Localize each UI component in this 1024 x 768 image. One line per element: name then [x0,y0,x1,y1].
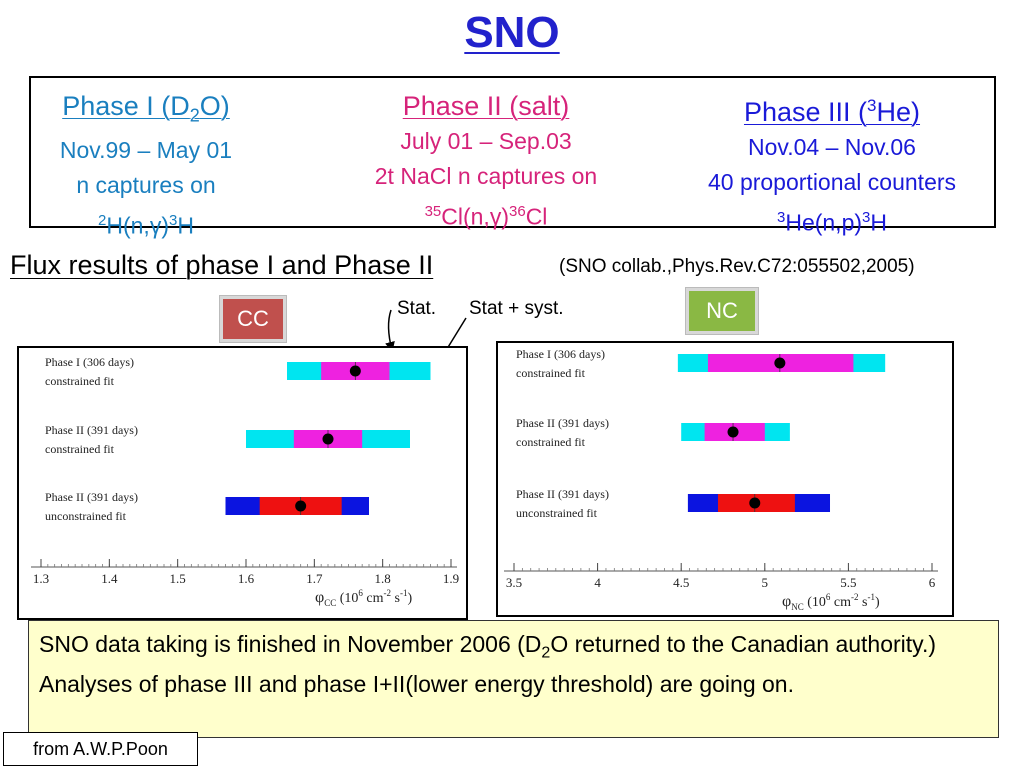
stat-annotation: Stat. [397,298,437,319]
central-value-point [322,433,334,445]
phase-1-method: n captures on [76,172,216,199]
central-value-point [727,426,739,438]
x-tick-label: 1.7 [306,571,323,586]
phase-2-column: Phase II (salt) July 01 – Sep.03 2t NaCl… [326,88,646,235]
stat-syst-annotation: Stat + syst. [469,298,564,319]
row-label-phase: Phase II (391 days) [45,490,138,504]
row-label-phase: Phase II (391 days) [516,487,609,501]
x-tick-label: 1.4 [101,571,118,586]
credit-label: from A.W.P.Poon [3,732,198,766]
x-axis-title: φCC (106 cm-2 s-1) [315,588,412,608]
row-label-fit: unconstrained fit [516,506,598,520]
slide-title: SNO [464,8,560,57]
x-tick-label: 4 [594,575,601,590]
phase-2-method: 2t NaCl n captures on [374,163,598,189]
x-tick-label: 1.9 [443,571,459,586]
row-label-fit: constrained fit [516,435,586,449]
phase-1-title: Phase I (D2O) [62,91,230,126]
phase-3-method: 40 proportional counters [707,169,957,195]
x-axis-title: φNC (106 cm-2 s-1) [782,592,880,612]
row-label-fit: constrained fit [516,366,586,380]
phase-3-reaction: 3He(n,p)3H [776,209,887,236]
reference-citation: (SNO collab.,Phys.Rev.C72:055502,2005) [559,256,915,277]
x-tick-label: 1.8 [375,571,391,586]
phase-3-title: Phase III (3He) [743,96,921,127]
phase-1-reaction: 2H(n,γ)3H [98,212,194,240]
row-label-fit: constrained fit [45,374,115,388]
x-tick-label: 5 [762,575,769,590]
x-tick-label: 1.5 [170,571,186,586]
stat-arrow [385,309,395,352]
row-label-phase: Phase I (306 days) [45,355,134,369]
nc-flux-chart: 3.5 4 4.5 5 5.5 6 φNC (106 cm-2 s-1) Phase I (3… [504,347,938,612]
central-value-point [295,500,307,512]
x-tick-label: 6 [929,575,936,590]
row-label-fit: constrained fit [45,442,115,456]
phase-3-dates: Nov.04 – Nov.06 [748,134,916,160]
notes-line-1: SNO data taking is finished in November … [39,631,937,662]
central-value-point [349,365,361,377]
nc-label-box: NC [686,288,758,334]
central-value-point [774,357,786,369]
phase-3-column: Phase III (3He) Nov.04 – Nov.06 40 propo… [671,88,993,241]
phase-2-reaction: 35Cl(n,γ)36Cl [424,203,548,230]
x-tick-label: 3.5 [506,575,522,590]
nc-flux-chart-panel: 3.5 4 4.5 5 5.5 6 φNC (106 cm-2 s-1) Phase I (3… [496,341,954,617]
row-label-phase: Phase II (391 days) [516,416,609,430]
x-tick-label: 1.3 [33,571,49,586]
row-label-phase: Phase I (306 days) [516,347,605,361]
phase-1-dates: Nov.99 – May 01 [59,137,233,164]
row-label-phase: Phase II (391 days) [45,423,138,437]
phase-summary-box: Phase I (D2O) Nov.99 – May 01 n captures… [29,76,996,239]
phase-2-title: Phase II (salt) [402,91,570,121]
status-notes-box: SNO data taking is finished in November … [28,620,999,738]
central-value-point [749,497,761,509]
flux-heading: Flux results of phase I and Phase II [10,250,434,280]
cc-flux-chart-panel: 1.3 1.4 1.5 1.6 1.7 1.8 1.9 φCC (106 cm-2 s-1) P… [17,346,468,620]
x-tick-label: 1.6 [238,571,255,586]
row-label-fit: unconstrained fit [45,509,127,523]
x-tick-label: 5.5 [840,575,856,590]
notes-line-2: Analyses of phase III and phase I+II(low… [39,670,794,697]
phase-2-dates: July 01 – Sep.03 [400,128,572,154]
phase-1-column: Phase I (D2O) Nov.99 – May 01 n captures… [31,88,261,244]
cc-label-box: CC [220,296,286,342]
cc-flux-chart: 1.3 1.4 1.5 1.6 1.7 1.8 1.9 φCC (106 cm-2 s-1) P… [31,355,459,608]
x-tick-label: 4.5 [673,575,689,590]
